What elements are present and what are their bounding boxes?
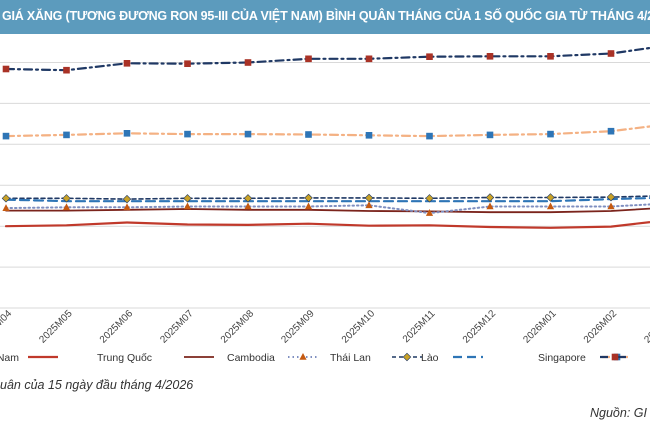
data-point	[2, 132, 10, 140]
line-chart: 2025M04 2025M05 2025M06 2025M07 2025M08 2025M…	[0, 46, 650, 364]
data-point	[606, 192, 616, 202]
legend-label: Thái Lan	[330, 352, 371, 364]
data-point	[486, 131, 494, 139]
x-tick-label: 2025M10	[340, 308, 378, 346]
x-tick-label: 2025M11	[401, 308, 438, 345]
chart-title-bar: GIÁ XĂNG (TƯƠNG ĐƯƠNG RON 95-III CỦA VIỆ…	[0, 0, 650, 34]
x-tick-label: 2025M06	[98, 308, 136, 346]
series-line	[5, 195, 650, 200]
data-point	[243, 194, 253, 203]
data-point	[546, 202, 555, 210]
data-point	[486, 53, 494, 60]
data-point	[1, 194, 11, 203]
data-point	[123, 60, 131, 67]
data-point	[365, 55, 373, 63]
x-tick-label: 2025M08	[219, 308, 257, 346]
legend: Việt Nam Trung Quốc Cambodia Thái Lan Lào Sin…	[0, 352, 632, 364]
data-point	[244, 130, 252, 138]
legend-label: Trung Quốc	[97, 352, 152, 364]
legend-marker	[299, 353, 307, 360]
x-tick-label: 2025M07	[158, 308, 196, 346]
data-point	[426, 53, 433, 60]
legend-label: Lào	[421, 352, 439, 364]
data-point	[122, 194, 132, 204]
data-point	[183, 194, 192, 203]
gridlines	[0, 62, 650, 309]
data-point	[607, 127, 615, 135]
data-point	[184, 60, 191, 67]
series-line	[4, 220, 650, 229]
x-tick-label: 2026M01	[521, 308, 559, 346]
data-point	[305, 55, 312, 63]
data-point	[62, 194, 71, 203]
source-credit: Nguồn: GI	[590, 406, 647, 420]
data-point	[62, 203, 71, 211]
data-point	[547, 130, 554, 138]
data-point	[425, 194, 434, 203]
legend-label: Singapore	[538, 352, 586, 364]
data-point	[244, 59, 252, 66]
footnote: uân của 15 ngày đầu tháng 4/2026	[0, 378, 194, 392]
legend-marker	[611, 353, 619, 361]
data-point	[123, 203, 131, 211]
data-point	[184, 130, 191, 138]
x-tick-label: 2025M12	[461, 308, 499, 346]
x-tick-label: 2025M09	[279, 308, 317, 346]
x-tick-label: 2025M04	[0, 308, 14, 346]
data-point	[607, 202, 615, 210]
series-markers	[1, 50, 616, 216]
legend-label: Việt Nam	[0, 352, 19, 364]
data-point	[365, 132, 373, 139]
legend-marker	[402, 352, 412, 362]
data-point	[607, 50, 615, 57]
legend-label: Cambodia	[227, 352, 275, 364]
data-point	[426, 132, 433, 140]
data-point	[63, 66, 70, 74]
data-point	[485, 193, 495, 202]
data-point	[304, 193, 313, 203]
chart-title: GIÁ XĂNG (TƯƠNG ĐƯƠNG RON 95-III CỦA VIỆ…	[2, 9, 650, 23]
data-point	[63, 131, 70, 139]
data-point	[546, 193, 555, 202]
data-point	[365, 201, 373, 209]
data-point	[123, 130, 131, 137]
data-point	[486, 202, 494, 210]
x-axis-tick-labels: 2025M04 2025M05 2025M06 2025M07 2025M08 2025M…	[0, 308, 650, 346]
data-point	[183, 202, 192, 210]
x-tick-label: 2026M02	[582, 308, 620, 346]
x-tick-label: 2026M03	[642, 308, 650, 346]
data-point	[425, 209, 434, 216]
data-point	[547, 53, 554, 60]
data-point	[364, 193, 374, 203]
data-point	[244, 202, 252, 210]
data-point	[2, 65, 10, 73]
data-point	[305, 131, 312, 138]
data-point	[304, 202, 313, 210]
data-point	[2, 204, 10, 211]
x-tick-label: 2025M05	[37, 308, 75, 346]
